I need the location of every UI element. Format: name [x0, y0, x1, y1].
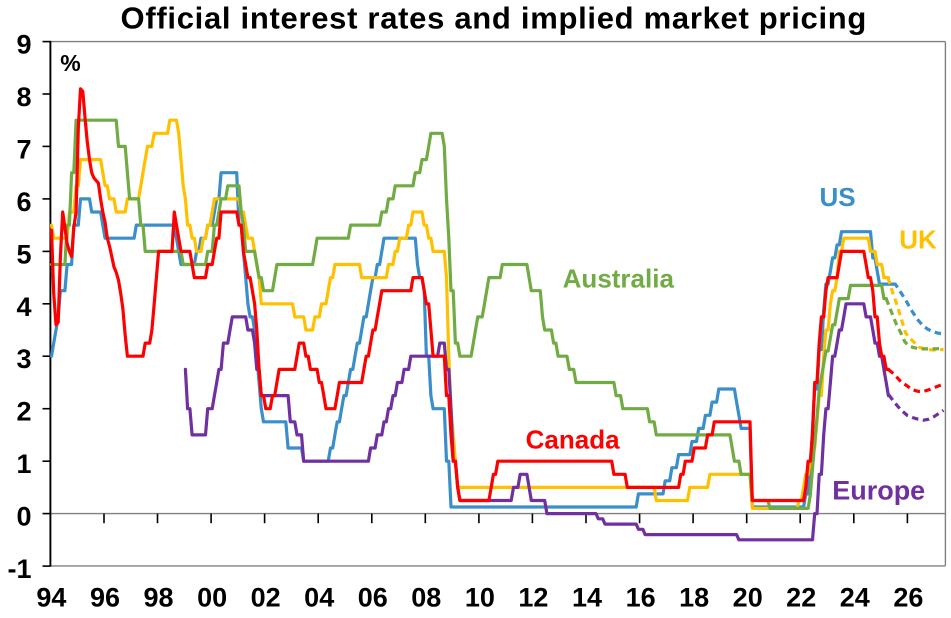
svg-text:26: 26	[893, 583, 923, 613]
svg-text:3: 3	[16, 344, 31, 374]
svg-text:16: 16	[626, 583, 656, 613]
svg-text:96: 96	[90, 583, 120, 613]
svg-text:02: 02	[251, 583, 281, 613]
svg-text:Australia: Australia	[563, 264, 675, 294]
svg-text:10: 10	[465, 583, 495, 613]
svg-text:14: 14	[572, 583, 602, 613]
svg-text:4: 4	[16, 292, 31, 322]
svg-text:12: 12	[518, 583, 548, 613]
svg-text:24: 24	[840, 583, 870, 613]
svg-text:US: US	[819, 182, 855, 212]
svg-text:00: 00	[197, 583, 227, 613]
svg-text:98: 98	[143, 583, 173, 613]
svg-text:8: 8	[16, 82, 31, 112]
svg-text:7: 7	[16, 134, 31, 164]
svg-text:Official interest rates and im: Official interest rates and implied mark…	[121, 1, 868, 36]
svg-text:94: 94	[36, 583, 66, 613]
svg-text:22: 22	[786, 583, 816, 613]
svg-text:Canada: Canada	[526, 425, 620, 455]
svg-text:04: 04	[304, 583, 334, 613]
svg-text:-1: -1	[7, 554, 31, 584]
svg-text:08: 08	[411, 583, 441, 613]
svg-text:UK: UK	[899, 225, 937, 255]
svg-text:5: 5	[16, 239, 31, 269]
svg-text:18: 18	[679, 583, 709, 613]
svg-text:1: 1	[16, 449, 31, 479]
svg-text:0: 0	[16, 502, 31, 532]
svg-text:2: 2	[16, 397, 31, 427]
svg-text:9: 9	[16, 30, 31, 60]
svg-text:06: 06	[358, 583, 388, 613]
svg-text:6: 6	[16, 187, 31, 217]
svg-text:Europe: Europe	[832, 476, 925, 506]
svg-text:%: %	[60, 50, 80, 76]
svg-text:20: 20	[733, 583, 763, 613]
